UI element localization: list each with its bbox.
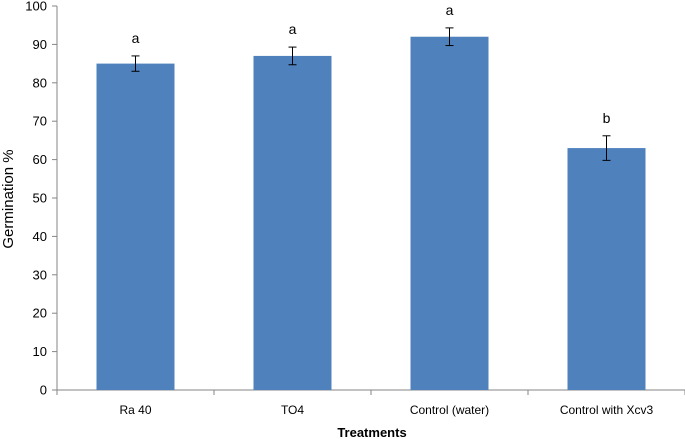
x-category-label: Control (water)	[410, 403, 489, 417]
y-tick-label: 20	[33, 306, 47, 321]
bar-4	[567, 148, 646, 390]
error-bars	[131, 27, 611, 161]
x-category-label: Ra 40	[119, 403, 151, 417]
y-tick-label: 80	[33, 75, 47, 90]
x-category-label: TO4	[281, 403, 304, 417]
significance-letter: b	[603, 110, 611, 126]
significance-letter: a	[132, 30, 140, 46]
bar-2	[253, 55, 332, 391]
significance-letter: a	[446, 2, 454, 18]
y-tick-label: 60	[33, 152, 47, 167]
bar-1	[96, 63, 175, 390]
significance-letters: a a a b	[132, 2, 611, 126]
y-tick-label: 0	[40, 383, 47, 398]
y-tick-label: 10	[33, 344, 47, 359]
y-tick-label: 70	[33, 114, 47, 129]
y-tick-label: 90	[33, 37, 47, 52]
bar-3	[410, 36, 489, 390]
significance-letter: a	[289, 21, 297, 37]
bars	[96, 36, 646, 391]
x-category-label: Control with Xcv3	[560, 403, 654, 417]
y-tick-label: 100	[25, 0, 47, 14]
y-axis: 0 10 20 30 40 50 60 70 80 90 100	[25, 0, 58, 398]
x-axis-title: Treatments	[337, 425, 406, 439]
y-axis-title: Germination %	[0, 149, 17, 248]
y-tick-label: 50	[33, 191, 47, 206]
y-tick-label: 40	[33, 229, 47, 244]
y-tick-label: 30	[33, 267, 47, 282]
x-axis: Ra 40 TO4 Control (water) Control with Xcv3	[56, 389, 685, 417]
